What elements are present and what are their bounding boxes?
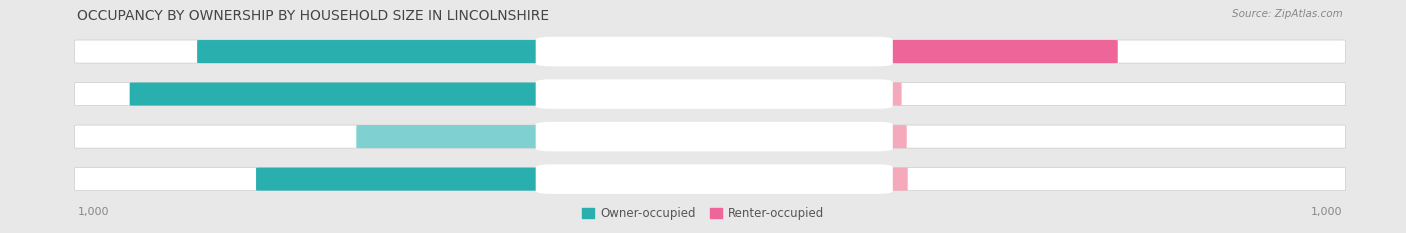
Text: 2-Person Household: 2-Person Household — [655, 88, 773, 101]
Text: 512: 512 — [1129, 45, 1152, 58]
Text: 1,000: 1,000 — [1312, 207, 1343, 217]
Text: 62: 62 — [920, 173, 934, 186]
Text: 3-Person Household: 3-Person Household — [655, 130, 773, 143]
Legend: Owner-occupied, Renter-occupied: Owner-occupied, Renter-occupied — [578, 202, 828, 225]
Text: 1,000: 1,000 — [77, 207, 108, 217]
Text: Source: ZipAtlas.com: Source: ZipAtlas.com — [1232, 9, 1343, 19]
Text: OCCUPANCY BY OWNERSHIP BY HOUSEHOLD SIZE IN LINCOLNSHIRE: OCCUPANCY BY OWNERSHIP BY HOUSEHOLD SIZE… — [77, 9, 550, 23]
Text: 1-Person Household: 1-Person Household — [655, 45, 773, 58]
Text: 618: 618 — [287, 173, 309, 186]
Text: 49: 49 — [912, 88, 928, 101]
Text: 742: 742 — [228, 45, 250, 58]
Text: 884: 884 — [160, 88, 183, 101]
Text: 407: 407 — [380, 130, 402, 143]
Text: 60: 60 — [918, 130, 932, 143]
Text: 4+ Person Household: 4+ Person Household — [651, 173, 778, 186]
